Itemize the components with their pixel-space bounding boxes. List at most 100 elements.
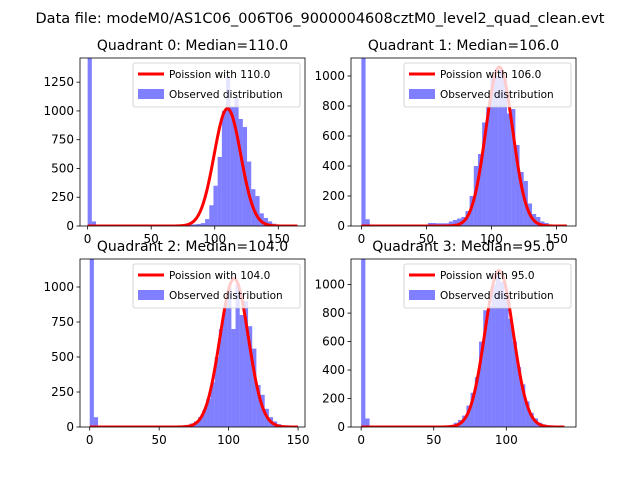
histogram-bar [268,221,273,226]
histogram-bar [470,392,475,427]
legend-bar-label: Observed distribution [440,290,554,302]
panel-title: Quadrant 0: Median=110.0 [97,38,288,54]
histogram-bar [536,217,541,226]
histogram-bar [507,113,512,226]
figure-suptitle: Data file: modeM0/AS1C06_006T06_90000046… [36,11,605,27]
y-tick-label: 200 [322,392,345,406]
histogram-bar [223,306,228,427]
histogram-bar [206,399,211,427]
x-tick-label: 0 [84,232,92,246]
histogram-bar [87,58,92,226]
histogram-bar [200,223,206,226]
histogram-bar [479,341,484,427]
plot-area [86,58,299,226]
y-tick-label: 0 [66,219,74,233]
legend-box [132,62,301,108]
y-tick-label: 0 [337,219,345,233]
poisson-curve [360,65,568,226]
poisson-curve [88,277,299,427]
legend-box [403,62,572,108]
legend-bar-label: Observed distribution [169,89,283,101]
histogram-bar [466,405,471,427]
histogram-bar [483,310,488,427]
histogram-bar [196,223,201,226]
poisson-curve [360,268,566,427]
y-tick-label: 800 [322,306,345,320]
axes-frame [79,57,306,227]
y-tick-label: 750 [51,133,74,147]
legend-line-label: Poission with 95.0 [440,270,535,282]
histogram-bar [226,76,231,226]
histogram-bar [205,219,210,226]
histogram-bar [202,410,207,427]
legend-bar-label: Observed distribution [440,89,554,101]
histogram-bar [495,270,501,427]
legend-bar-swatch [409,89,435,99]
legend-line-label: Poission with 104.0 [169,270,270,282]
histogram-bar [490,77,495,226]
panel-title: Quadrant 1: Median=106.0 [368,38,559,54]
histogram-bar [256,385,261,427]
histogram-bar [498,68,503,226]
histogram-bar [477,154,483,226]
histogram-bar [188,224,193,226]
histogram-bar [238,118,243,226]
plot-area [88,259,299,427]
x-tick-label: 50 [426,433,441,447]
histogram-bar [515,145,520,226]
y-tick-label: 400 [322,159,345,173]
y-tick-label: 600 [322,335,345,349]
histogram-bar [486,106,491,226]
y-tick-label: 750 [51,315,74,329]
histogram-bar [263,217,268,226]
histogram-bar [230,106,235,226]
legend-line-label: Poission with 106.0 [440,69,541,81]
histogram-bar [218,329,224,427]
histogram-bar [227,287,232,427]
x-tick-label: 100 [203,232,226,246]
histogram-bar [361,58,366,226]
y-tick-label: 500 [51,350,74,364]
panel-title: Quadrant 2: Median=104.0 [97,239,288,255]
y-tick-label: 600 [322,129,345,143]
histogram-bar [500,281,505,427]
histogram-bar [210,382,215,427]
x-tick-label: 0 [358,232,366,246]
quadrant-panel-2: 0 50 100 150 0 250 500 750 1000 Quadrant 2: Media… [43,239,309,447]
histogram-bar [494,76,499,226]
legend-box [403,263,572,309]
legend-box [132,263,301,309]
histogram-bar [487,305,492,427]
histogram-bar [491,284,496,427]
y-tick-label: 0 [337,420,345,434]
panel-title: Quadrant 3: Median=95.0 [372,239,554,255]
histogram-bar [248,326,253,427]
histogram-bar [198,417,203,427]
histogram-bar [91,221,97,226]
histogram-bar [516,367,522,427]
y-tick-label: 1000 [43,280,74,294]
axes-frame [350,57,577,227]
histogram-bar [192,224,197,226]
y-tick-label: 200 [322,189,345,203]
histogram-bar [521,384,526,427]
histogram-bar [482,122,487,226]
histogram-bar [221,110,227,226]
histogram-bar [209,205,214,226]
y-tick-label: 1250 [43,75,74,89]
histogram-bar [252,348,257,427]
histogram-bar [235,284,240,427]
histogram-bar [213,185,218,226]
histogram-bar [525,401,530,427]
axes-frame [79,258,306,428]
histogram-bar [239,315,244,427]
histogram-bar [457,218,462,226]
x-tick-label: 100 [217,433,240,447]
histogram-bar [93,417,99,427]
histogram-bar [234,97,239,226]
histogram-bar [365,418,370,427]
legend-bar-swatch [409,290,435,300]
quadrant-panel-0: 0 50 100 150 0 250 500 750 1000 1250 Quadrant 0: M… [43,38,306,246]
